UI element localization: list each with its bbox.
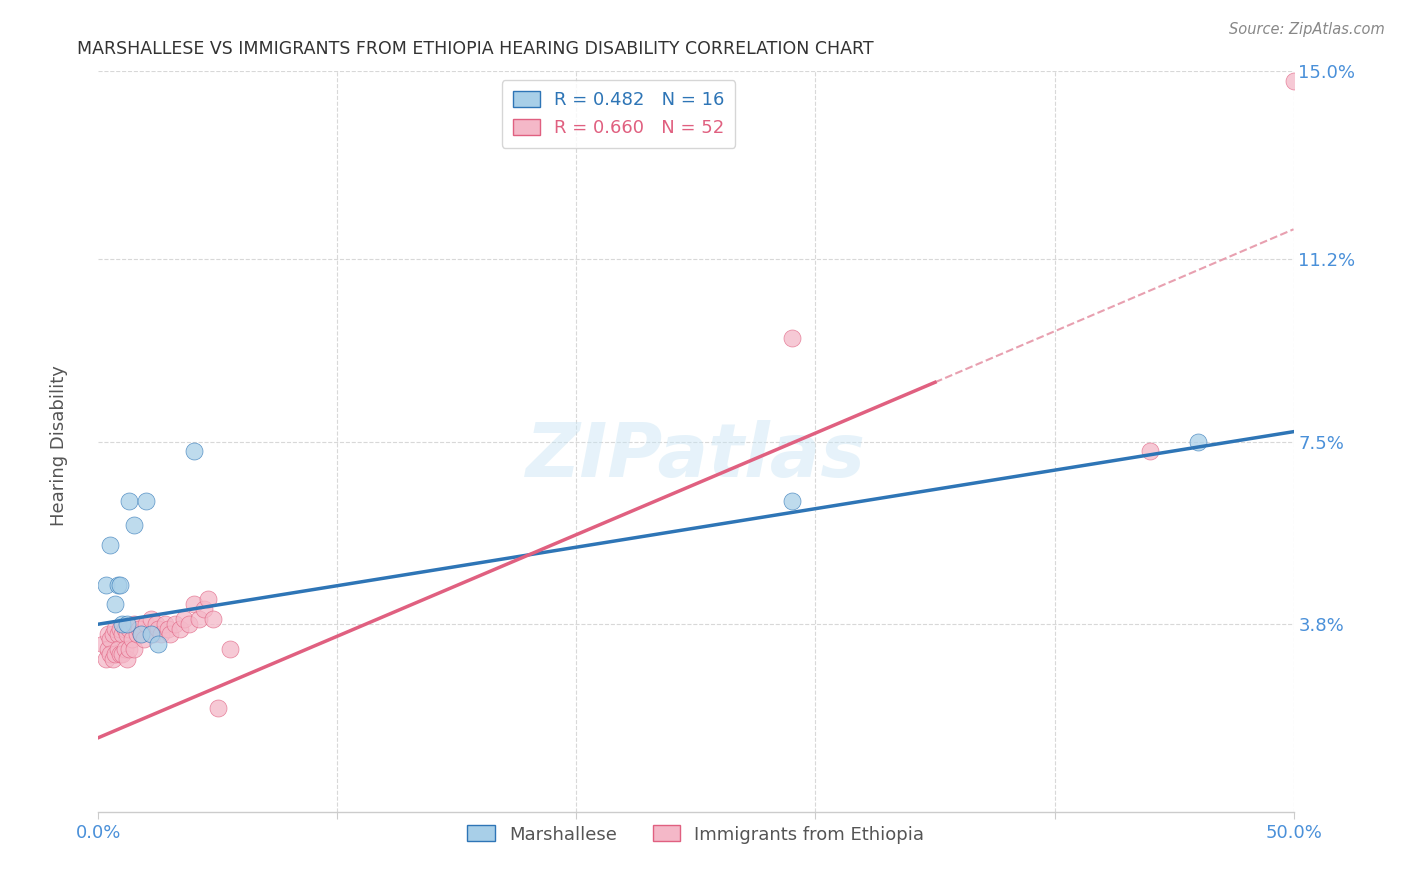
Point [104,647,127,661]
Point [91,637,114,651]
Point [108,622,131,636]
Point [115,627,138,641]
Point [118,622,141,636]
Point [131,627,153,641]
Point [111,627,134,641]
Point [111,617,134,632]
Point [115,617,138,632]
Point [101,651,124,665]
Point [104,622,127,636]
Point [108,577,131,591]
Point [107,577,129,591]
Point [780,493,803,508]
Legend: Marshallese, Immigrants from Ethiopia: Marshallese, Immigrants from Ethiopia [460,818,932,851]
Point [114,622,136,636]
Point [135,617,157,632]
Point [142,627,165,641]
Point [155,617,177,632]
Point [149,627,172,641]
Point [197,592,219,607]
Point [107,627,129,641]
Point [207,701,229,715]
Point [107,641,129,656]
Point [97,641,120,656]
Point [124,617,146,632]
Text: Source: ZipAtlas.com: Source: ZipAtlas.com [1229,22,1385,37]
Point [173,612,195,626]
Text: ZIPatlas: ZIPatlas [526,420,866,493]
Point [219,641,242,656]
Point [124,518,146,533]
Point [121,632,143,646]
Point [183,598,205,612]
Point [1187,434,1209,449]
Point [183,444,205,458]
Text: Hearing Disability: Hearing Disability [51,366,67,526]
Point [98,538,122,552]
Point [104,598,127,612]
Point [159,627,181,641]
Point [780,331,803,345]
Point [132,632,155,646]
Point [139,627,162,641]
Point [98,647,122,661]
Point [139,612,162,626]
Point [94,577,117,591]
Point [114,641,136,656]
Point [101,627,124,641]
Point [135,493,157,508]
Point [125,627,148,641]
Point [156,622,179,636]
Point [1282,74,1305,88]
Point [111,647,134,661]
Point [202,612,225,626]
Point [115,651,138,665]
Point [1139,444,1161,458]
Point [128,622,150,636]
Point [148,622,170,636]
Point [187,612,209,626]
Text: MARSHALLESE VS IMMIGRANTS FROM ETHIOPIA HEARING DISABILITY CORRELATION CHART: MARSHALLESE VS IMMIGRANTS FROM ETHIOPIA … [77,40,875,58]
Point [131,627,153,641]
Point [179,617,201,632]
Point [124,641,146,656]
Point [145,617,167,632]
Point [118,493,141,508]
Point [118,641,141,656]
Point [193,602,215,616]
Point [169,622,191,636]
Point [163,617,186,632]
Point [98,632,122,646]
Point [148,637,170,651]
Point [108,647,131,661]
Point [94,651,117,665]
Point [97,627,120,641]
